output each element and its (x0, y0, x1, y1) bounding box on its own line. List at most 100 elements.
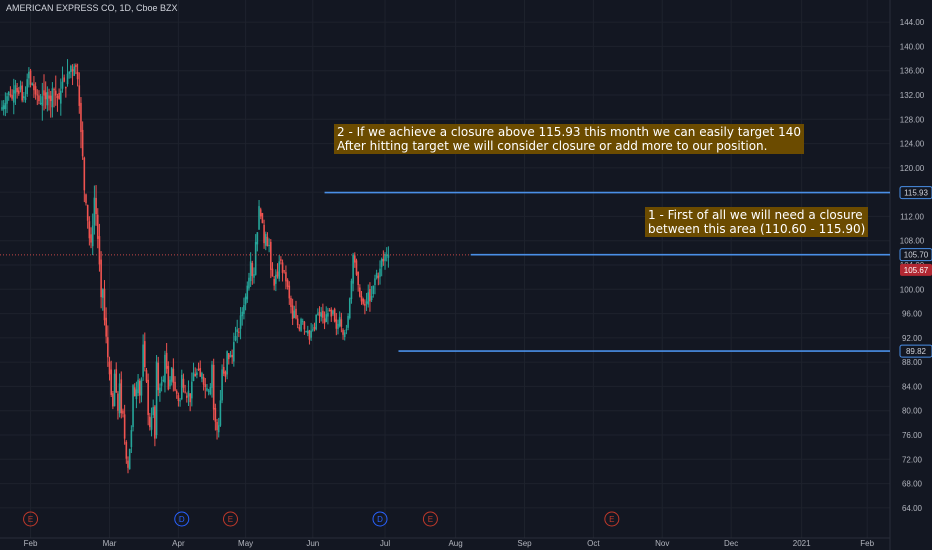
candle-body (239, 315, 242, 329)
candle-body (271, 268, 274, 277)
y-tick-label: 88.00 (902, 358, 923, 367)
candle-body (31, 83, 34, 86)
earnings-event-icon[interactable] (422, 511, 438, 527)
dividend-event-icon[interactable] (372, 511, 388, 527)
event-label: D (377, 515, 383, 524)
candle-body (174, 381, 176, 391)
candle-body (2, 105, 5, 110)
candle-body (96, 214, 99, 239)
candle-body (135, 389, 138, 400)
candle-body (357, 271, 359, 286)
candle-body (244, 296, 247, 305)
candle-body (11, 95, 13, 99)
candle-body (303, 321, 306, 330)
candle-body (202, 376, 205, 385)
candle-body (254, 241, 257, 275)
y-tick-label: 144.00 (900, 18, 925, 27)
annotation-closure-area[interactable]: 1 - First of all we will need a closure … (645, 207, 869, 237)
candle-body (23, 96, 25, 99)
candle-body (159, 387, 161, 393)
candle-body (73, 66, 76, 76)
candle-body (199, 368, 202, 377)
candle-body (102, 289, 104, 298)
candle-body (318, 311, 321, 316)
candle-body (216, 421, 218, 431)
candle-body (4, 102, 7, 110)
annotation-target-140[interactable]: 2 - If we achieve a closure above 115.93… (334, 124, 804, 154)
candle-body (149, 416, 151, 428)
candle-body (90, 234, 92, 243)
y-tick-label: 120.00 (900, 164, 925, 173)
candle-body (354, 255, 356, 263)
candle-body (189, 393, 191, 403)
earnings-event-icon[interactable] (604, 511, 620, 527)
y-tick-label: 72.00 (902, 455, 923, 464)
candle-body (133, 387, 136, 397)
y-tick-label: 140.00 (900, 42, 925, 51)
candle-body (53, 89, 55, 91)
y-tick-label: 84.00 (902, 382, 923, 391)
level-label: 115.93 (904, 189, 928, 198)
candle-body (207, 390, 210, 392)
candle-body (364, 303, 366, 306)
candle-body (283, 270, 286, 272)
candle-body (263, 224, 265, 244)
candle-body (26, 79, 28, 95)
candle-body (41, 96, 44, 106)
candle-body (155, 361, 158, 436)
y-tick-label: 128.00 (900, 115, 925, 124)
candle-body (51, 88, 54, 108)
candle-body (117, 393, 119, 411)
candle-body (115, 369, 118, 393)
y-tick-label: 68.00 (902, 480, 923, 489)
candle-body (177, 395, 180, 401)
candle-body (6, 96, 8, 104)
candle-body (194, 373, 196, 377)
earnings-event-icon[interactable] (222, 511, 238, 527)
candle-body (78, 85, 81, 106)
candle-body (160, 382, 163, 386)
candle-body (147, 379, 149, 415)
candle-body (201, 373, 203, 379)
candle-body (180, 374, 183, 400)
candle-body (103, 288, 106, 321)
candle-body (169, 379, 171, 387)
candle-body (164, 354, 166, 383)
candle-body (165, 352, 168, 369)
candle-body (76, 72, 79, 80)
candle-body (95, 198, 97, 214)
candle-body (231, 354, 233, 358)
candle-body (370, 295, 373, 301)
candle-body (288, 285, 291, 299)
y-tick-label: 96.00 (902, 310, 923, 319)
candle-body (29, 70, 32, 85)
candle-body (352, 254, 354, 284)
candle-body (98, 236, 101, 265)
candle-body (33, 84, 35, 91)
candle-body (249, 261, 252, 282)
candle-body (385, 254, 388, 256)
dividend-event-icon[interactable] (174, 511, 190, 527)
candle-body (48, 95, 50, 99)
candle-body (9, 94, 12, 96)
candle-body (359, 287, 361, 297)
candle-body (14, 85, 17, 94)
y-tick-label: 92.00 (902, 334, 923, 343)
candle-body (253, 274, 255, 278)
candle-body (233, 342, 235, 362)
candle-body (241, 311, 244, 317)
candle-body (138, 380, 141, 396)
level-label-box (899, 344, 932, 358)
candle-body (170, 367, 173, 382)
candle-body (206, 388, 208, 391)
candle-body (54, 90, 57, 96)
candle-body (236, 329, 238, 332)
candle-body (278, 261, 280, 279)
earnings-event-icon[interactable] (23, 511, 39, 527)
candle-body (258, 206, 260, 230)
candle-body (187, 390, 190, 397)
candle-body (312, 329, 314, 331)
candle-body (172, 368, 175, 383)
candle-body (228, 353, 230, 360)
